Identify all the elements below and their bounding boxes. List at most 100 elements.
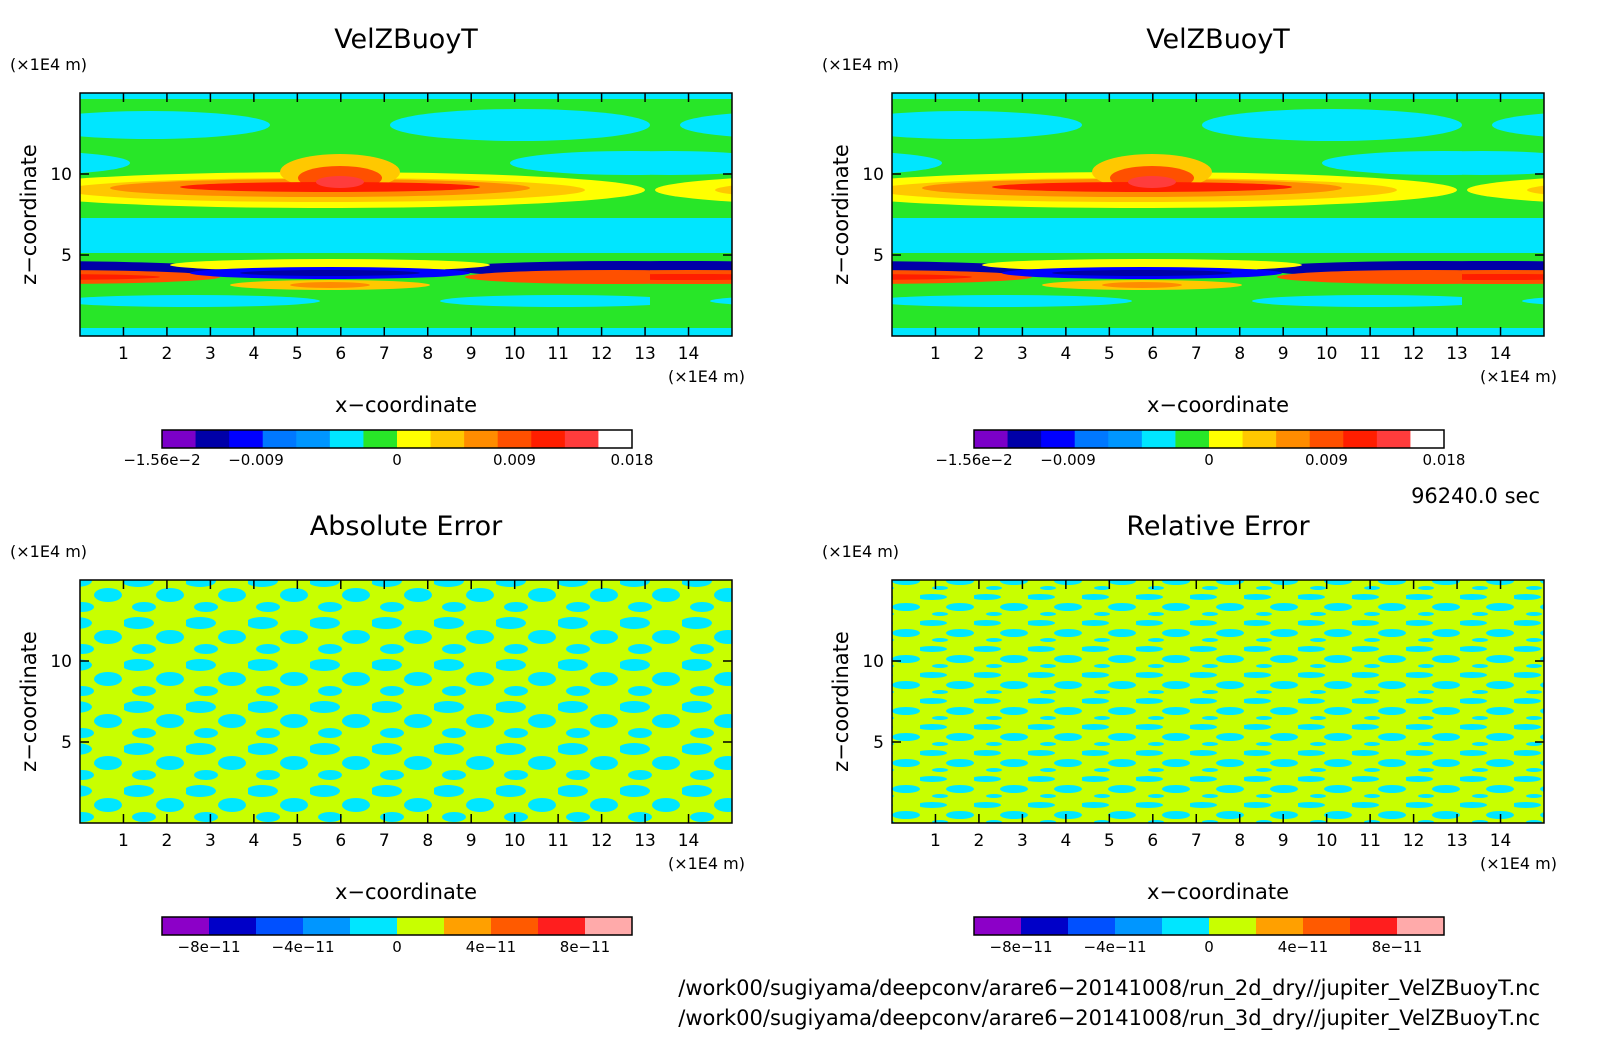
colorbar-swatch <box>195 430 230 448</box>
colorbar-swatch <box>1350 917 1398 935</box>
colorbar-swatch <box>162 430 197 448</box>
colorbar-swatch <box>1256 917 1304 935</box>
colorbar-label: 4e−11 <box>466 938 516 956</box>
file-path-2d: /work00/sugiyama/deepconv/arare6−2014100… <box>678 976 1540 1001</box>
colorbar-label: 4e−11 <box>1278 938 1328 956</box>
colorbar-swatch <box>162 917 210 935</box>
y-axis-label: z−coordinate <box>829 631 853 772</box>
colorbar-label: 8e−11 <box>1372 938 1422 956</box>
x-tick-label: 2 <box>974 831 985 851</box>
colorbar-swatch <box>1309 430 1344 448</box>
x-tick-label: 8 <box>1234 344 1245 364</box>
colorbar-label: 0 <box>392 451 402 469</box>
colorbar-swatch <box>1162 917 1210 935</box>
colorbar-swatch <box>296 430 331 448</box>
colorbar-swatch <box>598 430 633 448</box>
colorbar-swatch <box>1376 430 1411 448</box>
colorbar-swatch <box>1209 430 1244 448</box>
x-tick-label: 12 <box>1403 831 1425 851</box>
colorbar-frame <box>161 429 633 449</box>
colorbar-swatch <box>1397 917 1445 935</box>
colorbar-swatch <box>1209 917 1257 935</box>
y-tick-label: 5 <box>61 733 72 753</box>
contour-field <box>892 93 1544 336</box>
chart-title: VelZBuoyT <box>1146 24 1290 55</box>
x-tick-label: 7 <box>1191 831 1202 851</box>
colorbar-label: 0 <box>1204 451 1214 469</box>
plot-frame <box>891 92 1545 337</box>
y-unit-label: (×1E4 m) <box>10 55 87 74</box>
y-axis-label: z−coordinate <box>829 144 853 285</box>
x-tick-label: 5 <box>292 831 303 851</box>
colorbar-frame <box>973 916 1445 936</box>
chart-title: Absolute Error <box>310 511 503 542</box>
x-tick-label: 3 <box>205 344 216 364</box>
chart-panel-1: VelZBuoyT(×1E4 m)(×1E4 m)1 2 3 4 5 6 7 8 9 10 11 12… <box>10 24 745 469</box>
x-tick-label: 11 <box>547 831 569 851</box>
x-tick-label: 6 <box>1147 344 1158 364</box>
x-tick-label: 9 <box>1278 831 1289 851</box>
x-tick-label: 14 <box>1490 344 1512 364</box>
colorbar-swatch <box>564 430 599 448</box>
colorbar-label: 0.018 <box>611 451 654 469</box>
x-tick-label: 2 <box>974 344 985 364</box>
colorbar-swatch <box>209 917 257 935</box>
x-axis-label: x−coordinate <box>1147 880 1289 904</box>
y-tick-label: 10 <box>50 652 72 672</box>
y-tick-label: 5 <box>873 246 884 266</box>
contour-field <box>892 580 1544 823</box>
x-tick-label: 14 <box>678 831 700 851</box>
x-tick-label: 9 <box>466 344 477 364</box>
colorbar-label: −0.009 <box>1040 451 1096 469</box>
x-tick-label: 9 <box>466 831 477 851</box>
x-unit-label: (×1E4 m) <box>668 367 745 386</box>
x-tick-label: 11 <box>1359 831 1381 851</box>
y-axis-label: z−coordinate <box>17 631 41 772</box>
x-tick-label: 7 <box>1191 344 1202 364</box>
colorbar-label: 0 <box>1204 938 1214 956</box>
colorbar-swatch <box>329 430 364 448</box>
x-tick-label: 2 <box>162 344 173 364</box>
colorbar-swatch <box>1021 917 1069 935</box>
x-tick-label: 5 <box>292 344 303 364</box>
y-unit-label: (×1E4 m) <box>10 542 87 561</box>
colorbar-swatch <box>444 917 492 935</box>
colorbar-swatch <box>1068 917 1116 935</box>
x-tick-label: 10 <box>504 344 526 364</box>
colorbar-swatch <box>1007 430 1042 448</box>
x-tick-label: 14 <box>1490 831 1512 851</box>
colorbar-frame <box>161 916 633 936</box>
x-unit-label: (×1E4 m) <box>1480 367 1557 386</box>
colorbar-label: −1.56e−2 <box>935 451 1012 469</box>
x-tick-label: 7 <box>379 831 390 851</box>
colorbar-swatch <box>350 917 398 935</box>
x-tick-label: 4 <box>248 344 259 364</box>
x-tick-label: 5 <box>1104 831 1115 851</box>
x-tick-label: 12 <box>591 344 613 364</box>
x-tick-label: 1 <box>930 344 941 364</box>
colorbar-swatch <box>430 430 465 448</box>
colorbar-frame <box>973 429 1445 449</box>
x-tick-label: 7 <box>379 344 390 364</box>
y-tick-label: 10 <box>50 165 72 185</box>
colorbar-label: −1.56e−2 <box>123 451 200 469</box>
x-tick-label: 13 <box>634 831 656 851</box>
y-tick-label: 5 <box>873 733 884 753</box>
colorbar-label: −8e−11 <box>178 938 241 956</box>
colorbar-swatch <box>464 430 499 448</box>
plot-frame <box>79 92 733 337</box>
colorbar-swatch <box>1276 430 1311 448</box>
colorbar-swatch <box>1303 917 1351 935</box>
colorbar-swatch <box>303 917 351 935</box>
colorbar-label: −0.009 <box>228 451 284 469</box>
x-tick-label: 1 <box>930 831 941 851</box>
y-axis-label: z−coordinate <box>17 144 41 285</box>
colorbar-swatch <box>585 917 633 935</box>
file-path-3d: /work00/sugiyama/deepconv/arare6−2014100… <box>678 1006 1540 1031</box>
y-unit-label: (×1E4 m) <box>822 55 899 74</box>
x-tick-label: 10 <box>504 831 526 851</box>
x-tick-label: 6 <box>335 344 346 364</box>
colorbar-swatch <box>1115 917 1163 935</box>
x-tick-label: 12 <box>591 831 613 851</box>
